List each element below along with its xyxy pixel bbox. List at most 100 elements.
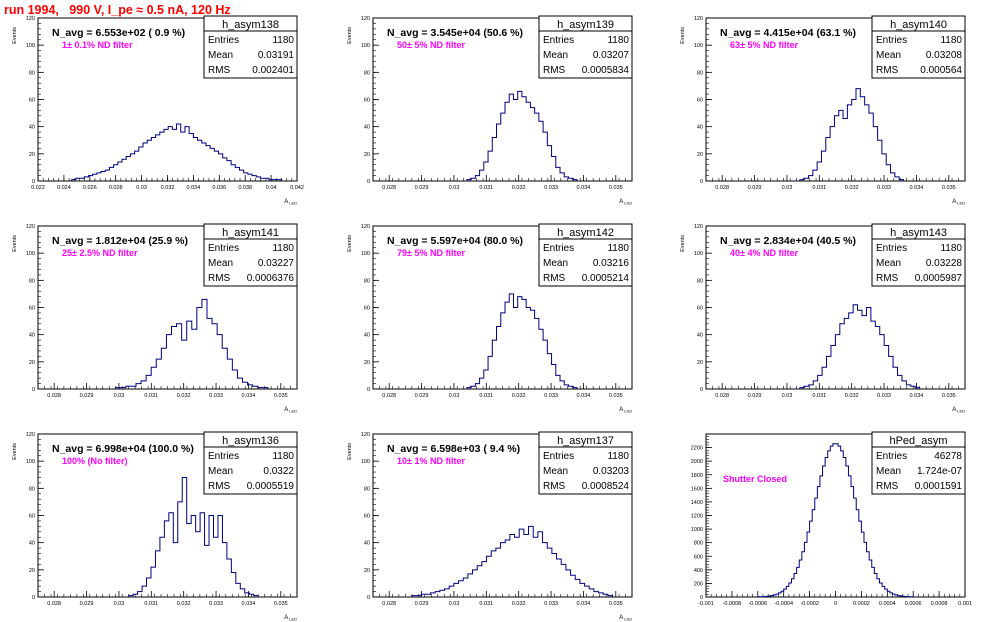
stat-label: RMS [876, 273, 899, 284]
stat-label: Mean [208, 258, 233, 269]
y-tick-label: 100 [26, 251, 35, 257]
histogram-line [71, 123, 282, 181]
x-tick-label: 0.034 [187, 185, 201, 191]
stat-label: RMS [208, 273, 231, 284]
x-tick-label: 0.033 [209, 601, 223, 607]
stat-label: RMS [543, 65, 566, 76]
y-axis-label: Events [347, 235, 353, 252]
x-tick-label: 0.034 [910, 185, 924, 191]
y-tick-label: 60 [697, 306, 703, 312]
y-tick-label: 80 [364, 70, 370, 76]
x-tick-label: 0.03 [782, 393, 793, 399]
stats-box [203, 15, 298, 79]
y-tick-label: 0 [367, 387, 370, 393]
x-tick-label: 0.029 [80, 393, 94, 399]
y-axis-label: Events [347, 27, 353, 44]
x-tick-label: 0.033 [544, 185, 558, 191]
y-tick-label: 120 [26, 432, 35, 438]
stat-label: Entries [208, 451, 239, 462]
stat-value: 0.002401 [252, 65, 294, 76]
x-tick-label: 0.042 [290, 185, 304, 191]
y-tick-label: 120 [361, 432, 370, 438]
histogram-name: h_asym139 [557, 19, 614, 31]
x-tick-label: 0.035 [274, 601, 288, 607]
n-avg-label: N_avg = 6.598e+03 ( 9.4 %) [387, 443, 520, 455]
histogram-line [411, 525, 614, 597]
y-tick-label: 60 [29, 514, 35, 520]
stat-label: Mean [208, 466, 233, 477]
x-tick-label: 0.032 [177, 601, 191, 607]
stat-value: 0.03191 [258, 50, 295, 61]
x-tick-label: 0.034 [577, 601, 591, 607]
x-tick-label: 0.029 [415, 393, 429, 399]
histogram-name: h_asym143 [890, 227, 947, 239]
y-tick-label: 120 [694, 16, 703, 22]
x-tick-label: 0.03 [114, 393, 125, 399]
n-avg-label: N_avg = 2.834e+04 (40.5 %) [720, 235, 856, 247]
histogram-name: h_asym140 [890, 19, 947, 31]
x-tick-label: 0.034 [577, 185, 591, 191]
histogram-name: hPed_asym [889, 435, 947, 447]
y-tick-label: 20 [697, 152, 703, 158]
y-tick-label: 400 [694, 568, 703, 574]
y-tick-label: 60 [364, 514, 370, 520]
histogram-line [799, 304, 921, 389]
histogram-name: h_asym141 [222, 227, 279, 239]
stat-label: Mean [543, 258, 568, 269]
filter-annotation: 1± 0.1% ND filter [62, 40, 133, 50]
x-tick-label: 0.034 [577, 393, 591, 399]
y-tick-label: 40 [364, 333, 370, 339]
x-tick-label: 0.035 [609, 601, 623, 607]
histogram-name: h_asym137 [557, 435, 614, 447]
x-tick-label: 0.033 [877, 185, 891, 191]
histogram-line [115, 298, 269, 389]
y-axis-label: Events [12, 27, 18, 44]
y-tick-label: 120 [26, 16, 35, 22]
stat-value: 1180 [940, 243, 962, 254]
x-tick-label: 0.035 [942, 185, 956, 191]
y-tick-label: 0 [700, 179, 703, 185]
stat-value: 0.03208 [926, 50, 963, 61]
x-tick-label: 0.03 [449, 601, 460, 607]
x-axis-label: ALED [284, 615, 297, 622]
stats-box [203, 431, 298, 495]
stat-value: 1180 [607, 35, 629, 46]
filter-annotation: 63± 5% ND filter [730, 40, 798, 50]
stats-box [538, 15, 633, 79]
x-tick-label: 0.031 [812, 393, 826, 399]
y-tick-label: 60 [697, 98, 703, 104]
stat-value: 0.03227 [258, 258, 295, 269]
x-tick-label: 0.031 [479, 601, 493, 607]
stat-value: 0.03216 [593, 258, 630, 269]
x-tick-label: 0.03 [136, 185, 147, 191]
stat-label: RMS [876, 65, 899, 76]
y-tick-label: 0 [32, 595, 35, 601]
stat-value: 1180 [940, 35, 962, 46]
stat-value: 0.0006376 [247, 273, 295, 284]
stat-label: Entries [876, 451, 907, 462]
y-tick-label: 0 [32, 179, 35, 185]
stat-label: Mean [543, 50, 568, 61]
x-tick-label: 0.032 [512, 393, 526, 399]
x-tick-label: 0.029 [80, 601, 94, 607]
y-tick-label: 40 [29, 125, 35, 131]
x-tick-label: 0.029 [748, 185, 762, 191]
x-tick-label: -0.0002 [800, 601, 819, 607]
y-tick-label: 100 [694, 43, 703, 49]
filter-annotation: Shutter Closed [723, 474, 787, 484]
stat-label: Mean [876, 466, 901, 477]
x-tick-label: 0.031 [812, 185, 826, 191]
x-tick-label: 0.028 [47, 601, 61, 607]
y-tick-label: 20 [364, 152, 370, 158]
filter-annotation: 79± 5% ND filter [397, 248, 465, 258]
stat-value: 0.03228 [926, 258, 963, 269]
histogram-line [466, 90, 578, 181]
stats-box [871, 15, 966, 79]
y-tick-label: 0 [32, 387, 35, 393]
stat-value: 0.0008524 [582, 481, 630, 492]
y-tick-label: 20 [697, 360, 703, 366]
x-tick-label: 0.03 [449, 185, 460, 191]
stat-value: 0.0322 [263, 466, 294, 477]
x-tick-label: -0.0004 [774, 601, 793, 607]
